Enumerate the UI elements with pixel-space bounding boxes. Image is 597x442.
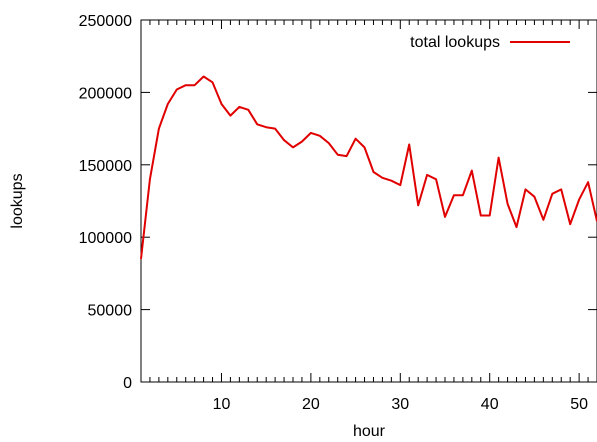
x-tick-label: 20: [302, 396, 320, 413]
data-point: [301, 141, 303, 143]
data-point: [408, 143, 410, 146]
data-point: [256, 123, 258, 125]
x-axis-ticks: 10 20 30 40 50: [140, 20, 597, 413]
series-line: [140, 75, 597, 260]
data-point: [265, 126, 267, 128]
y-tick-label: 50000: [88, 303, 133, 320]
series-layer: [140, 75, 597, 260]
data-point: [337, 154, 339, 156]
data-point: [471, 170, 473, 172]
data-point: [444, 216, 446, 218]
data-point: [283, 139, 285, 141]
data-point: [569, 223, 571, 225]
data-point: [372, 171, 375, 173]
data-point: [515, 226, 518, 228]
x-tick-label: 40: [481, 396, 499, 413]
data-point: [363, 146, 366, 148]
data-point: [578, 199, 580, 201]
data-point: [355, 138, 357, 140]
data-point: [480, 214, 482, 217]
data-point: [346, 155, 348, 157]
data-point: [462, 194, 464, 196]
data-point: [453, 194, 455, 196]
data-point: [524, 188, 527, 190]
x-tick-label: 30: [391, 396, 409, 413]
data-point: [381, 177, 383, 179]
data-point: [211, 81, 214, 83]
data-point: [426, 174, 428, 176]
data-point: [560, 188, 562, 190]
y-axis-title: lookups: [9, 173, 26, 228]
data-point: [229, 115, 231, 117]
data-point: [203, 75, 205, 78]
data-point: [542, 219, 545, 221]
y-tick-label: 0: [123, 375, 132, 392]
data-point: [498, 157, 500, 159]
data-point: [149, 178, 151, 180]
data-point: [435, 178, 437, 180]
x-axis-title: hour: [353, 423, 386, 440]
data-point: [158, 128, 160, 130]
data-point: [417, 204, 419, 206]
data-point: [399, 184, 401, 186]
data-point: [489, 214, 491, 217]
data-point: [185, 84, 187, 86]
data-point: [310, 132, 312, 134]
y-tick-label: 250000: [79, 13, 132, 30]
data-point: [328, 142, 330, 144]
x-tick-label: 50: [570, 396, 588, 413]
data-point: [551, 193, 553, 195]
y-tick-label: 150000: [79, 158, 132, 175]
data-point: [140, 258, 142, 260]
y-tick-label: 200000: [79, 85, 132, 102]
x-tick-label: 10: [213, 396, 231, 413]
data-point: [533, 196, 536, 198]
data-point: [274, 128, 276, 130]
y-tick-label: 100000: [79, 230, 132, 247]
legend-label: total lookups: [410, 34, 500, 51]
data-point: [292, 146, 294, 148]
data-point: [319, 135, 321, 137]
legend: total lookups: [410, 34, 570, 51]
data-point: [238, 106, 240, 108]
data-point: [194, 84, 196, 86]
plot-frame: [140, 19, 597, 383]
data-point: [587, 181, 589, 183]
data-point: [247, 109, 249, 111]
data-point: [390, 180, 392, 182]
data-point: [167, 103, 169, 105]
data-point: [176, 88, 178, 91]
data-point: [507, 203, 509, 205]
y-axis-ticks: 0 50000 100000 150000 200000 250000: [79, 13, 597, 392]
data-point: [220, 103, 223, 105]
